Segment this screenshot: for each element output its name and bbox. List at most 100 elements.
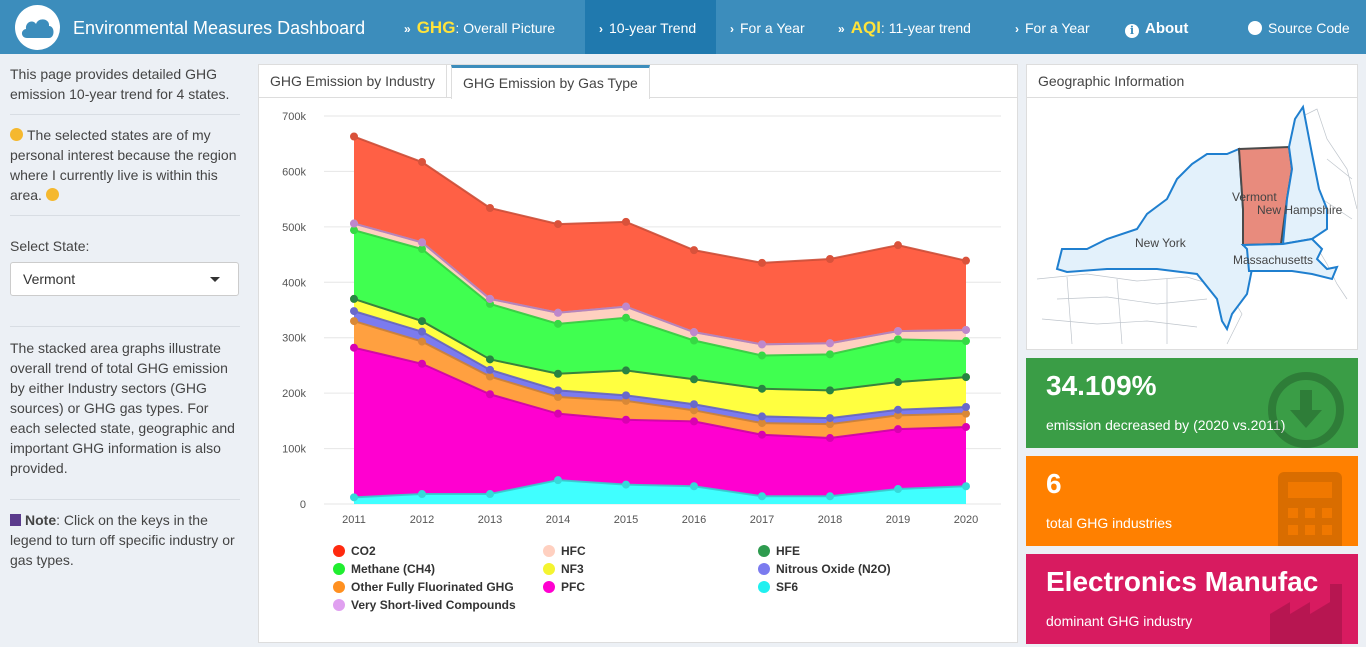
point-very-short-lived-compounds: [350, 219, 358, 228]
point-sf6: [826, 492, 834, 501]
point-methane-ch4-: [350, 226, 358, 235]
point-nitrous-oxide-n2o-: [486, 365, 494, 374]
dominant-value: Electronics Manufac: [1046, 566, 1319, 597]
point-co2: [758, 258, 766, 267]
point-very-short-lived-compounds: [894, 327, 902, 336]
point-co2: [486, 204, 494, 213]
legend-item-very-short-lived-compounds[interactable]: Very Short-lived Compounds: [351, 598, 516, 612]
point-methane-ch4-: [622, 313, 630, 322]
industries-value: 6: [1046, 468, 1062, 499]
chevron-right-icon: ›: [730, 22, 734, 36]
legend-item-pfc[interactable]: PFC: [561, 580, 585, 594]
massachusetts-state: [1240, 237, 1339, 281]
point-nitrous-oxide-n2o-: [826, 414, 834, 423]
point-co2: [894, 241, 902, 250]
point-very-short-lived-compounds: [486, 294, 494, 303]
point-methane-ch4-: [962, 337, 970, 346]
divider: [10, 215, 240, 216]
x-tick-label: 2017: [750, 514, 774, 526]
new-hampshire-state: [1281, 104, 1328, 246]
tab-industry[interactable]: GHG Emission by Industry: [259, 65, 447, 98]
point-nitrous-oxide-n2o-: [622, 391, 630, 400]
point-methane-ch4-: [894, 335, 902, 344]
geo-map[interactable]: Vermont New Hampshire New York Massachus…: [1027, 99, 1357, 349]
point-other-fully-fluorinated-ghg: [758, 419, 766, 428]
legend-item-other-fully-fluorinated-ghg[interactable]: Other Fully Fluorinated GHG: [351, 580, 514, 594]
nav-about[interactable]: i About: [1125, 0, 1188, 54]
point-hfe: [418, 317, 426, 326]
nav-ghg-for-year[interactable]: › For a Year: [730, 20, 805, 36]
industry-icon: [1270, 584, 1342, 644]
line-sf6: [353, 479, 967, 499]
point-hfe: [486, 355, 494, 364]
geo-title: Geographic Information: [1027, 65, 1357, 98]
x-tick-label: 2014: [546, 514, 570, 526]
interest-text: The selected states are of my personal i…: [10, 127, 237, 203]
point-nitrous-oxide-n2o-: [758, 412, 766, 421]
legend-item-sf6[interactable]: SF6: [776, 580, 798, 594]
point-pfc: [758, 430, 766, 439]
line-other-fully-fluorinated-ghg: [353, 320, 967, 426]
y-tick-label: 700k: [282, 111, 306, 123]
tab-gas-type[interactable]: GHG Emission by Gas Type: [451, 65, 650, 99]
legend-item-nf3[interactable]: NF3: [561, 562, 584, 576]
legend-dot-nf3: [543, 563, 555, 575]
industries-label: total GHG industries: [1046, 515, 1173, 531]
divider: [10, 326, 240, 327]
y-tick-label: 100k: [282, 444, 306, 456]
point-hfe: [894, 378, 902, 387]
brand-title[interactable]: Environmental Measures Dashboard: [73, 18, 366, 38]
legend-item-hfc[interactable]: HFC: [561, 544, 586, 558]
chevron-right-icon: ›: [599, 22, 603, 36]
point-nitrous-oxide-n2o-: [894, 405, 902, 414]
y-tick-label: 300k: [282, 333, 306, 345]
point-other-fully-fluorinated-ghg: [962, 409, 970, 418]
divider: [10, 114, 240, 115]
legend-item-hfe[interactable]: HFE: [776, 544, 800, 558]
area-nitrous-oxide-n2o-: [354, 311, 966, 425]
state-select[interactable]: Vermont: [10, 262, 239, 296]
nav-aqi-for-year[interactable]: › For a Year: [1015, 20, 1090, 36]
point-pfc: [962, 422, 970, 431]
point-very-short-lived-compounds: [690, 328, 698, 337]
point-hfe: [622, 366, 630, 375]
x-tick-label: 2015: [614, 514, 638, 526]
line-methane-ch4-: [353, 229, 967, 357]
y-tick-label: 0: [300, 499, 306, 511]
x-tick-label: 2013: [478, 514, 502, 526]
nav-aqi-trend[interactable]: » AQI: 11-year trend: [838, 18, 971, 37]
x-tick-label: 2018: [818, 514, 842, 526]
y-tick-label: 600k: [282, 166, 306, 178]
github-icon: [1248, 21, 1262, 35]
nav-ghg-overall[interactable]: » GHG: Overall Picture: [404, 18, 556, 37]
legend-item-methane-ch4-[interactable]: Methane (CH4): [351, 562, 435, 576]
x-tick-label: 2011: [342, 514, 366, 526]
map-label-vermont: Vermont: [1232, 190, 1277, 204]
y-tick-label: 400k: [282, 277, 306, 289]
point-co2: [622, 217, 630, 226]
point-hfe: [350, 294, 358, 303]
x-tick-label: 2016: [682, 514, 706, 526]
nav-source-code[interactable]: Source Code: [1248, 0, 1350, 54]
legend-dot-co2: [333, 545, 345, 557]
legend-dot-very-short-lived-compounds: [333, 599, 345, 611]
legend-dot-sf6: [758, 581, 770, 593]
point-pfc: [486, 390, 494, 399]
nav-ghg-10year-trend[interactable]: › 10-year Trend: [585, 0, 716, 54]
point-methane-ch4-: [690, 336, 698, 345]
legend-item-co2[interactable]: CO2: [351, 544, 376, 558]
point-co2: [826, 255, 834, 264]
chevron-right-icon: ›: [1015, 22, 1019, 36]
point-nitrous-oxide-n2o-: [418, 327, 426, 336]
point-hfe: [826, 386, 834, 395]
x-tick-label: 2020: [954, 514, 978, 526]
point-pfc: [622, 415, 630, 424]
legend-item-nitrous-oxide-n2o-[interactable]: Nitrous Oxide (N2O): [776, 562, 891, 576]
dominant-label: dominant GHG industry: [1046, 613, 1193, 629]
point-sf6: [758, 492, 766, 501]
point-sf6: [486, 490, 494, 499]
point-other-fully-fluorinated-ghg: [350, 317, 358, 326]
sidebar: This page provides detailed GHG emission…: [0, 54, 250, 647]
chart-panel: GHG Emission by Industry GHG Emission by…: [258, 64, 1018, 643]
point-methane-ch4-: [758, 351, 766, 360]
